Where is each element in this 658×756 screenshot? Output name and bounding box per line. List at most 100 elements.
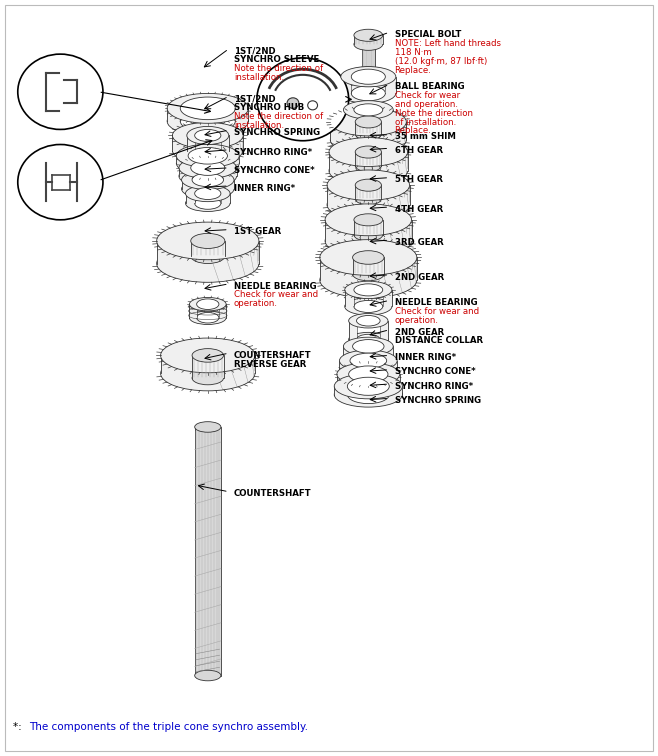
Ellipse shape (161, 338, 255, 373)
Polygon shape (384, 346, 393, 357)
Polygon shape (349, 321, 357, 339)
Polygon shape (383, 290, 392, 306)
Ellipse shape (362, 65, 375, 70)
Ellipse shape (334, 382, 403, 407)
Ellipse shape (347, 377, 390, 395)
Text: Check for wear: Check for wear (395, 91, 460, 100)
Ellipse shape (345, 298, 392, 315)
Text: Note the direction of: Note the direction of (234, 64, 323, 73)
Ellipse shape (347, 386, 390, 404)
Text: SYNCHRO CONE*: SYNCHRO CONE* (234, 166, 315, 175)
Ellipse shape (195, 129, 221, 141)
Text: SYNCHRO SPRING: SYNCHRO SPRING (234, 128, 320, 137)
Polygon shape (176, 156, 188, 163)
Polygon shape (191, 241, 225, 256)
Ellipse shape (180, 97, 236, 119)
Ellipse shape (353, 251, 384, 265)
Ellipse shape (355, 128, 382, 140)
Text: BALL BEARING: BALL BEARING (395, 82, 464, 91)
Ellipse shape (192, 349, 224, 362)
Polygon shape (341, 76, 351, 93)
Ellipse shape (195, 187, 221, 200)
Polygon shape (221, 135, 229, 150)
Polygon shape (383, 110, 393, 114)
Ellipse shape (341, 83, 396, 104)
Ellipse shape (197, 299, 219, 309)
Ellipse shape (187, 126, 229, 144)
Ellipse shape (353, 350, 384, 364)
Ellipse shape (320, 262, 417, 298)
Ellipse shape (186, 185, 230, 202)
Polygon shape (390, 386, 403, 395)
Ellipse shape (320, 240, 417, 275)
Ellipse shape (161, 356, 255, 391)
Ellipse shape (172, 122, 243, 148)
Ellipse shape (362, 35, 375, 41)
Ellipse shape (172, 138, 243, 163)
Polygon shape (187, 135, 195, 150)
Text: and operation.: and operation. (395, 100, 457, 109)
Polygon shape (192, 355, 224, 378)
Polygon shape (380, 321, 388, 339)
Polygon shape (219, 304, 226, 318)
Ellipse shape (157, 222, 259, 260)
Ellipse shape (340, 350, 397, 371)
Text: DISTANCE COLLAR: DISTANCE COLLAR (395, 336, 483, 345)
Polygon shape (343, 346, 353, 357)
Ellipse shape (354, 29, 383, 42)
Ellipse shape (354, 214, 383, 226)
Text: 1ST/2ND: 1ST/2ND (234, 47, 276, 56)
Text: SPECIAL BOLT: SPECIAL BOLT (395, 30, 461, 39)
Text: 6TH GEAR: 6TH GEAR (395, 146, 443, 155)
Ellipse shape (355, 193, 382, 205)
Ellipse shape (192, 182, 224, 196)
Ellipse shape (354, 104, 383, 116)
Text: of installation.: of installation. (395, 117, 456, 126)
Polygon shape (355, 122, 382, 134)
Text: installation.: installation. (234, 121, 284, 130)
Text: Replace.: Replace. (395, 66, 432, 75)
Polygon shape (327, 185, 409, 205)
Text: SYNCHRO SPRING: SYNCHRO SPRING (395, 396, 480, 405)
Text: INNER RING*: INNER RING* (395, 353, 455, 362)
Ellipse shape (343, 101, 393, 119)
Ellipse shape (18, 144, 103, 220)
Ellipse shape (327, 170, 409, 200)
Ellipse shape (349, 366, 388, 383)
Text: (12.0 kgf·m, 87 lbf·ft): (12.0 kgf·m, 87 lbf·ft) (395, 57, 487, 66)
Polygon shape (172, 135, 243, 150)
Ellipse shape (180, 110, 236, 132)
Ellipse shape (355, 116, 382, 128)
Polygon shape (362, 38, 375, 68)
Polygon shape (388, 374, 400, 383)
Text: COUNTERSHAFT: COUNTERSHAFT (234, 351, 312, 360)
Text: NEEDLE BEARING: NEEDLE BEARING (234, 281, 316, 290)
Ellipse shape (349, 375, 388, 392)
Text: NOTE: Left hand threads: NOTE: Left hand threads (395, 39, 501, 48)
Text: INNER RING*: INNER RING* (234, 184, 295, 193)
Text: The components of the triple cone synchro assembly.: The components of the triple cone synchr… (29, 722, 308, 732)
Ellipse shape (188, 155, 228, 172)
Polygon shape (167, 108, 180, 121)
Ellipse shape (191, 249, 225, 264)
Ellipse shape (176, 144, 240, 167)
Polygon shape (387, 361, 397, 370)
Ellipse shape (354, 300, 383, 312)
Ellipse shape (354, 284, 383, 296)
Text: *:: *: (13, 722, 25, 732)
Text: SYNCHRO RING*: SYNCHRO RING* (395, 382, 472, 391)
Polygon shape (353, 258, 384, 274)
Ellipse shape (157, 245, 259, 282)
Ellipse shape (176, 152, 240, 175)
Ellipse shape (353, 268, 384, 280)
Polygon shape (330, 122, 407, 140)
Text: 2ND GEAR: 2ND GEAR (395, 273, 443, 281)
Ellipse shape (257, 58, 349, 141)
Polygon shape (355, 185, 382, 199)
Polygon shape (355, 152, 382, 166)
Polygon shape (195, 427, 221, 676)
Text: operation.: operation. (395, 316, 438, 325)
Ellipse shape (341, 67, 396, 87)
Polygon shape (340, 361, 350, 370)
Ellipse shape (325, 225, 411, 257)
